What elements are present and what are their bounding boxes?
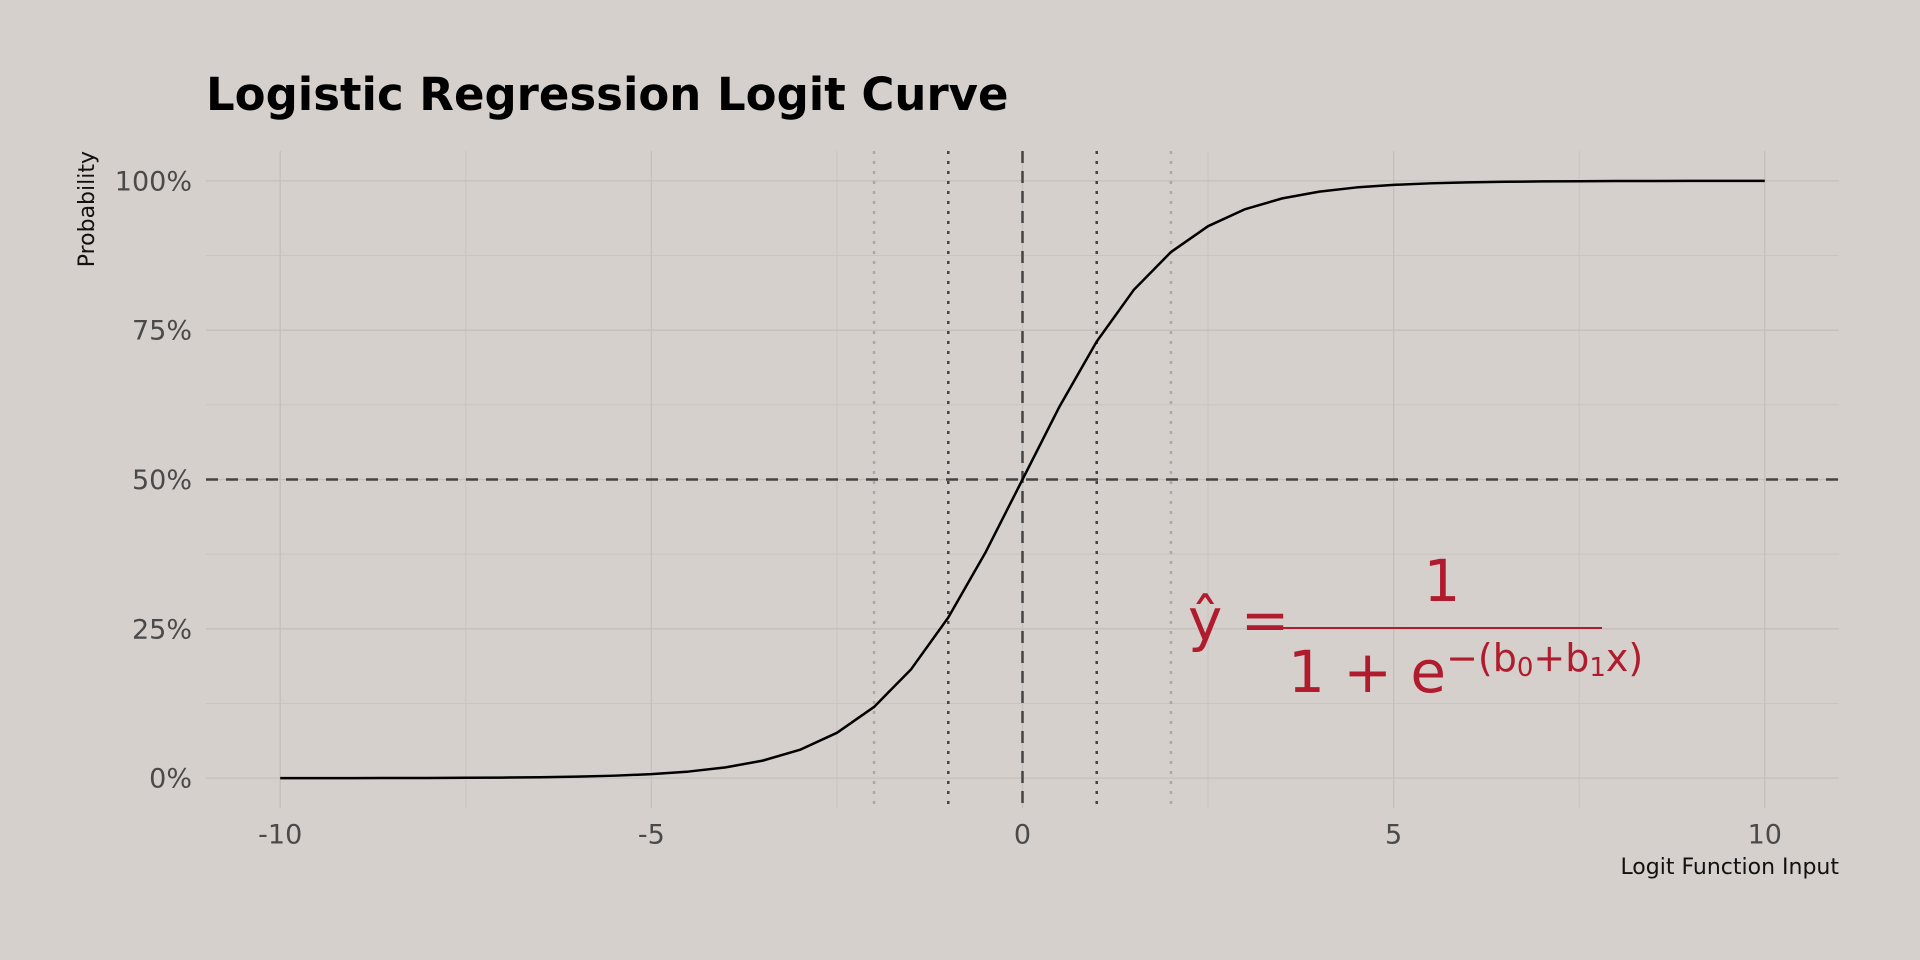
exponent: −(b xyxy=(1446,636,1517,680)
formula: ŷ = 1 1 + e−(b0+b1x) xyxy=(1188,547,1643,706)
subscript: 1 xyxy=(1589,653,1606,683)
exponent: x) xyxy=(1606,636,1643,680)
y-tick-label: 0% xyxy=(149,764,192,795)
subscript: 0 xyxy=(1517,653,1534,683)
formula-lhs: ŷ = xyxy=(1188,586,1289,654)
y-tick-label: 50% xyxy=(132,465,192,496)
x-tick-label: -10 xyxy=(258,820,302,851)
y-tick-label: 25% xyxy=(132,614,192,645)
x-axis-label: Logit Function Input xyxy=(1620,855,1839,880)
line-series xyxy=(280,179,1765,780)
exponent: +b xyxy=(1533,636,1589,680)
x-tick-label: -5 xyxy=(638,820,665,851)
plot xyxy=(280,179,1765,780)
formula-denominator: 1 + e−(b0+b1x) xyxy=(1288,636,1643,707)
y-tick-label: 75% xyxy=(132,316,192,347)
x-tick-label: 10 xyxy=(1748,820,1782,851)
y-tick-label: 100% xyxy=(115,166,192,197)
formula-numerator: 1 xyxy=(1424,547,1461,615)
chart-title: Logistic Regression Logit Curve xyxy=(206,68,1009,121)
denominator-base: 1 + e xyxy=(1288,638,1446,706)
x-tick-label: 5 xyxy=(1385,820,1402,851)
x-tick-label: 0 xyxy=(1014,820,1031,851)
y-axis-label: Probability xyxy=(75,151,100,267)
